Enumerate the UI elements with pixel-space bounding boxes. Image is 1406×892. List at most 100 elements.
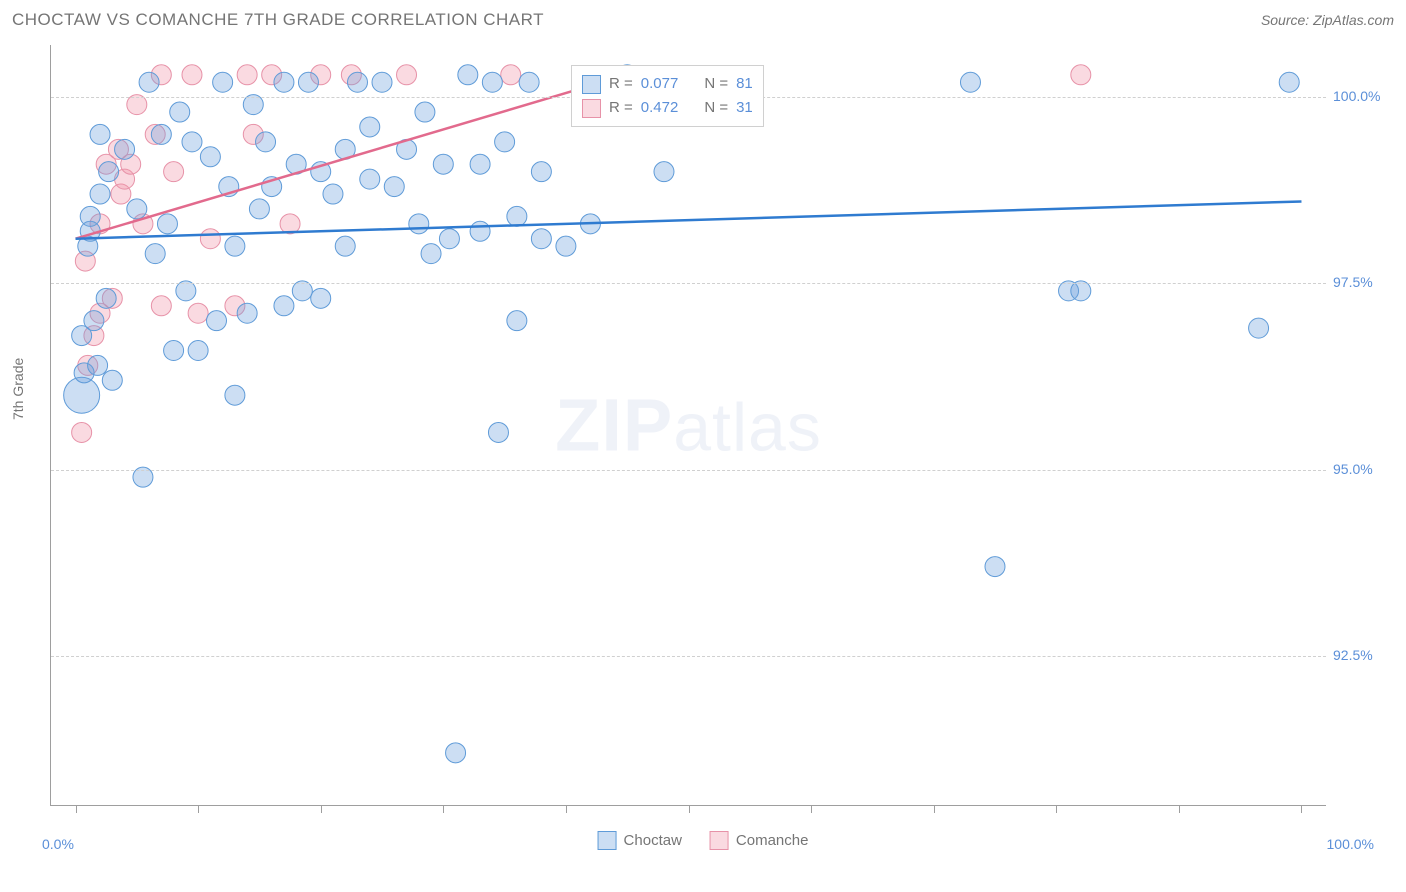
source-label: Source: ZipAtlas.com (1261, 12, 1394, 28)
choctaw-point (127, 199, 147, 219)
x-tick (1301, 805, 1302, 813)
x-tick (321, 805, 322, 813)
legend-row-comanche: R = 0.472 N = 31 (582, 96, 753, 120)
gridline (51, 470, 1326, 471)
comanche-point (182, 65, 202, 85)
choctaw-point (151, 124, 171, 144)
x-min-label: 0.0% (42, 836, 74, 852)
x-tick (76, 805, 77, 813)
choctaw-point (1249, 318, 1269, 338)
stat-r-choctaw: 0.077 (641, 72, 679, 96)
legend-stats: R = 0.077 N = 81 R = 0.472 N = 31 (571, 65, 764, 127)
plot-area: ZIPatlas R = 0.077 N = 81 R = 0.472 N = … (50, 45, 1326, 806)
choctaw-point (99, 162, 119, 182)
choctaw-point (482, 72, 502, 92)
choctaw-point (507, 206, 527, 226)
x-tick (934, 805, 935, 813)
legend-row-choctaw: R = 0.077 N = 81 (582, 72, 753, 96)
choctaw-point (249, 199, 269, 219)
choctaw-point (311, 288, 331, 308)
comanche-point (200, 229, 220, 249)
choctaw-point (170, 102, 190, 122)
choctaw-point (556, 236, 576, 256)
choctaw-point (139, 72, 159, 92)
chart-header: CHOCTAW VS COMANCHE 7TH GRADE CORRELATIO… (12, 10, 1394, 30)
legend-label-choctaw: Choctaw (624, 832, 682, 849)
x-tick (1056, 805, 1057, 813)
choctaw-point (421, 244, 441, 264)
stat-n-choctaw: 81 (736, 72, 753, 96)
choctaw-point (213, 72, 233, 92)
y-tick-label: 97.5% (1333, 274, 1373, 290)
legend-label-comanche: Comanche (736, 832, 809, 849)
comanche-trendline (76, 75, 628, 239)
x-max-label: 100.0% (1327, 836, 1374, 852)
choctaw-point (225, 385, 245, 405)
choctaw-point (415, 102, 435, 122)
choctaw-point (335, 236, 355, 256)
choctaw-point (347, 72, 367, 92)
choctaw-point (188, 340, 208, 360)
stat-n-comanche: 31 (736, 96, 753, 120)
choctaw-point (439, 229, 459, 249)
choctaw-point (360, 117, 380, 137)
x-tick (198, 805, 199, 813)
comanche-point (501, 65, 521, 85)
choctaw-point (80, 206, 100, 226)
gridline (51, 283, 1326, 284)
comanche-point (72, 422, 92, 442)
stat-r-comanche: 0.472 (641, 96, 679, 120)
x-tick (566, 805, 567, 813)
bottom-legend: Choctaw Comanche (598, 831, 809, 850)
choctaw-point (182, 132, 202, 152)
choctaw-point (274, 72, 294, 92)
swatch-comanche (710, 831, 729, 850)
comanche-point (237, 65, 257, 85)
choctaw-point (495, 132, 515, 152)
gridline (51, 656, 1326, 657)
choctaw-point (274, 296, 294, 316)
choctaw-point (207, 311, 227, 331)
y-tick-label: 95.0% (1333, 461, 1373, 477)
choctaw-point (237, 303, 257, 323)
y-tick-label: 92.5% (1333, 647, 1373, 663)
choctaw-point (433, 154, 453, 174)
choctaw-point (102, 370, 122, 390)
legend-item-comanche: Comanche (710, 831, 809, 850)
choctaw-point (323, 184, 343, 204)
choctaw-point (145, 244, 165, 264)
choctaw-point (157, 214, 177, 234)
y-tick-label: 100.0% (1333, 88, 1380, 104)
stat-r-label: R = (609, 96, 633, 120)
choctaw-point (90, 184, 110, 204)
comanche-point (151, 296, 171, 316)
choctaw-point (531, 162, 551, 182)
choctaw-point (164, 340, 184, 360)
choctaw-point (200, 147, 220, 167)
choctaw-point (507, 311, 527, 331)
comanche-point (188, 303, 208, 323)
choctaw-point (960, 72, 980, 92)
choctaw-point (225, 236, 245, 256)
choctaw-point (84, 311, 104, 331)
choctaw-point (115, 139, 135, 159)
x-tick (689, 805, 690, 813)
choctaw-point (446, 743, 466, 763)
x-tick (1179, 805, 1180, 813)
stat-n-label: N = (704, 72, 728, 96)
chart-title: CHOCTAW VS COMANCHE 7TH GRADE CORRELATIO… (12, 10, 544, 30)
choctaw-point (384, 177, 404, 197)
choctaw-point (531, 229, 551, 249)
choctaw-point (90, 124, 110, 144)
x-tick (811, 805, 812, 813)
choctaw-point (654, 162, 674, 182)
stat-r-label: R = (609, 72, 633, 96)
choctaw-point (458, 65, 478, 85)
choctaw-point (985, 557, 1005, 577)
choctaw-point (488, 422, 508, 442)
swatch-choctaw (582, 75, 601, 94)
legend-item-choctaw: Choctaw (598, 831, 682, 850)
choctaw-point (96, 288, 116, 308)
plot-svg (51, 45, 1326, 805)
comanche-point (1071, 65, 1091, 85)
